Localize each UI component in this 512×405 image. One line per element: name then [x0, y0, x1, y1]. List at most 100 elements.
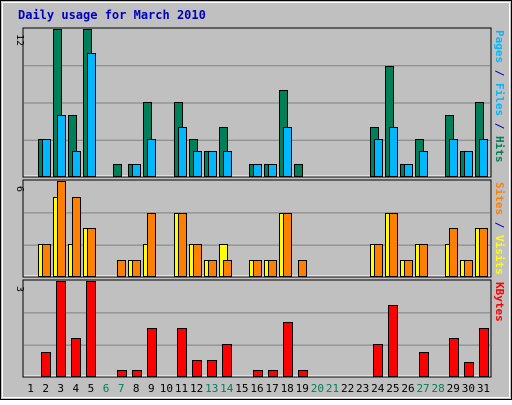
bar-sites-day-11 — [178, 213, 187, 277]
bar-files-day-14 — [223, 151, 232, 177]
bar-files-day-2 — [42, 139, 51, 177]
legend-part: KBytes — [493, 282, 506, 322]
x-tick-label-22: 22 — [341, 382, 354, 395]
bar-files-day-13 — [208, 151, 217, 177]
bar-sites-day-26 — [404, 260, 413, 277]
y-max-label: 3 — [14, 286, 25, 292]
bar-files-day-5 — [87, 53, 96, 177]
x-tick-label-13: 13 — [205, 382, 218, 395]
x-tick-label-10: 10 — [160, 382, 173, 395]
bar-kbytes-day-8 — [132, 370, 142, 377]
x-tick-label-24: 24 — [371, 382, 385, 395]
panel-hits-files-pages: 12 Pages / Files / Hits — [14, 27, 506, 178]
y-max-label: 6 — [14, 186, 25, 192]
x-tick-label-16: 16 — [250, 382, 263, 395]
x-tick-label-7: 7 — [118, 382, 125, 395]
x-tick-label-4: 4 — [73, 382, 80, 395]
bar-kbytes-day-30 — [464, 362, 474, 377]
x-tick-label-1: 1 — [27, 382, 34, 395]
bar-sites-day-9 — [147, 213, 156, 277]
bar-files-day-27 — [419, 151, 428, 177]
bar-kbytes-day-11 — [177, 328, 187, 377]
panel-kbytes: 3 KBytes — [14, 279, 506, 378]
x-tick-label-2: 2 — [42, 382, 49, 395]
bar-kbytes-day-29 — [449, 338, 459, 377]
bar-kbytes-day-2 — [41, 352, 51, 377]
x-tick-label-9: 9 — [148, 382, 155, 395]
x-tick-label-14: 14 — [220, 382, 234, 395]
legend-part: / — [493, 116, 506, 136]
bar-sites-day-18 — [283, 213, 292, 277]
x-tick-label-17: 17 — [265, 382, 278, 395]
bar-hits-day-7 — [113, 164, 122, 177]
x-tick-label-11: 11 — [175, 382, 188, 395]
bar-kbytes-day-25 — [388, 305, 398, 377]
panel-visits-sites: 6 Sites / Visits — [14, 179, 506, 278]
bar-sites-day-29 — [449, 228, 458, 277]
legend-part: Files — [493, 83, 506, 116]
bar-files-day-11 — [178, 127, 187, 177]
y-max-label: 12 — [14, 34, 25, 46]
bar-files-day-3 — [57, 115, 66, 177]
x-tick-label-28: 28 — [432, 382, 445, 395]
series-legend-visits-sites: Sites / Visits — [493, 182, 506, 275]
bar-kbytes-day-9 — [147, 328, 157, 377]
x-tick-label-18: 18 — [281, 382, 294, 395]
legend-part: / — [493, 215, 506, 235]
bar-kbytes-day-18 — [283, 322, 293, 377]
bar-kbytes-day-12 — [192, 360, 202, 377]
legend-part: Visits — [493, 235, 506, 275]
bar-kbytes-day-3 — [56, 281, 66, 377]
x-tick-label-27: 27 — [416, 382, 429, 395]
legend-part: Pages — [493, 30, 506, 63]
bar-files-day-18 — [283, 127, 292, 177]
bar-sites-day-19 — [298, 260, 307, 277]
bar-kbytes-day-19 — [298, 370, 308, 377]
bar-sites-day-3 — [57, 181, 66, 277]
bar-sites-day-12 — [193, 244, 202, 277]
x-tick-label-6: 6 — [103, 382, 110, 395]
bar-sites-day-30 — [464, 260, 473, 277]
bar-sites-day-25 — [389, 213, 398, 277]
bar-kbytes-day-27 — [419, 352, 429, 377]
bar-sites-day-17 — [268, 260, 277, 277]
x-axis: 1 2 3 4 5 6 7 8 9 10 11 12 13 14 15 16 17 18 19 20 21 22 23 24 2… — [27, 382, 490, 395]
bar-files-day-25 — [389, 127, 398, 177]
legend-part: Hits — [493, 136, 506, 163]
bar-sites-day-14 — [223, 260, 232, 277]
x-tick-label-8: 8 — [133, 382, 140, 395]
bar-files-day-24 — [374, 139, 383, 177]
bar-sites-day-5 — [87, 228, 96, 277]
bar-files-day-29 — [449, 139, 458, 177]
bar-kbytes-day-13 — [207, 360, 217, 377]
x-tick-label-23: 23 — [356, 382, 369, 395]
bar-files-day-12 — [193, 151, 202, 177]
bar-files-day-9 — [147, 139, 156, 177]
bar-files-day-30 — [464, 151, 473, 177]
bar-sites-day-7 — [117, 260, 126, 277]
bar-files-day-8 — [132, 164, 141, 177]
bar-files-day-26 — [404, 164, 413, 177]
x-tick-label-5: 5 — [88, 382, 95, 395]
frame-inner-bevel — [2, 2, 510, 398]
bar-sites-day-2 — [42, 244, 51, 277]
x-tick-label-29: 29 — [447, 382, 460, 395]
x-tick-label-15: 15 — [235, 382, 248, 395]
bar-files-day-17 — [268, 164, 277, 177]
bar-files-day-4 — [72, 151, 81, 177]
series-legend-hits-files-pages: Pages / Files / Hits — [493, 30, 506, 163]
x-tick-label-25: 25 — [386, 382, 399, 395]
bar-files-day-16 — [253, 164, 262, 177]
bar-sites-day-16 — [253, 260, 262, 277]
bar-sites-day-13 — [208, 260, 217, 277]
bar-hits-day-19 — [294, 164, 303, 177]
x-tick-label-21: 21 — [326, 382, 339, 395]
bar-kbytes-day-7 — [117, 370, 127, 377]
bar-sites-day-8 — [132, 260, 141, 277]
bar-kbytes-day-14 — [222, 344, 232, 377]
x-tick-label-3: 3 — [57, 382, 64, 395]
bar-sites-day-24 — [374, 244, 383, 277]
bar-sites-day-27 — [419, 244, 428, 277]
